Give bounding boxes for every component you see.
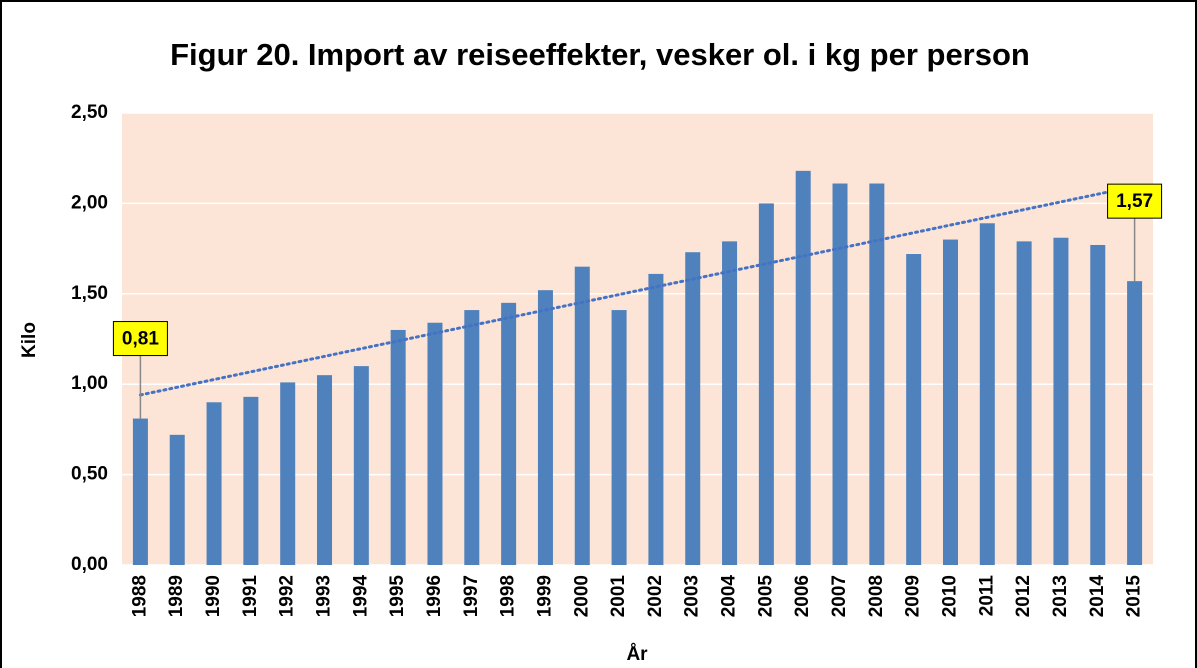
y-tick-label: 2,00 [71, 192, 108, 213]
bar [722, 241, 738, 566]
x-tick-label: 2012 [1013, 575, 1034, 617]
x-tick-label: 1990 [203, 575, 224, 617]
x-tick-label: 1991 [240, 575, 261, 618]
x-tick-label: 2000 [571, 575, 592, 617]
bar [280, 382, 296, 565]
bar [869, 183, 885, 565]
bar [979, 223, 995, 565]
x-tick-label: 2005 [755, 575, 776, 618]
y-tick-label: 0,00 [71, 554, 108, 575]
bar [390, 329, 406, 565]
plot-area [122, 113, 1153, 565]
bar [1016, 241, 1032, 566]
x-tick-label: 2010 [939, 575, 960, 617]
bar [611, 310, 627, 565]
bar [501, 302, 517, 565]
x-tick-label: 2007 [829, 575, 850, 617]
x-tick-label: 2008 [866, 575, 887, 617]
bar [243, 396, 259, 565]
bar [1127, 281, 1143, 565]
x-tick-label: 1992 [277, 575, 298, 617]
x-tick-label: 2004 [719, 575, 740, 618]
x-tick-label: 1994 [350, 575, 371, 618]
data-label-box [1107, 183, 1163, 219]
y-tick-label: 1,50 [71, 283, 108, 304]
bar [206, 402, 222, 565]
x-tick-label: 2002 [645, 575, 666, 617]
bar [942, 239, 958, 565]
y-tick-label: 0,50 [71, 464, 108, 485]
chart-title: Figur 20. Import av reiseeffekter, veske… [170, 37, 1030, 72]
bar [353, 366, 369, 565]
bar [464, 310, 480, 565]
x-tick-label: 1988 [129, 575, 150, 617]
bar [795, 170, 811, 565]
bar [906, 254, 922, 566]
bar [648, 273, 664, 565]
bar [685, 252, 701, 565]
y-tick-label: 2,50 [71, 102, 108, 123]
x-tick-label: 1997 [461, 575, 482, 617]
bar [832, 183, 848, 565]
x-tick-label: 2013 [1050, 575, 1071, 617]
x-tick-label: 1989 [166, 575, 187, 617]
x-tick-label: 2001 [608, 575, 629, 618]
bar [1090, 244, 1106, 565]
x-tick-label: 2015 [1124, 575, 1145, 618]
x-tick-label: 2011 [976, 575, 997, 617]
x-axis-title: År [626, 644, 648, 665]
x-tick-label: 1993 [314, 575, 335, 617]
bar [317, 375, 333, 565]
bar [132, 418, 148, 565]
y-tick-label: 1,00 [71, 373, 108, 394]
x-tick-label: 1998 [498, 575, 519, 617]
bar [169, 434, 185, 565]
x-tick-label: 2003 [682, 575, 703, 617]
x-tick-label: 1999 [534, 575, 555, 617]
trendline [138, 184, 1137, 397]
y-axis-title: Kilo [19, 322, 40, 358]
data-label: 0,81 [122, 329, 159, 350]
bar [537, 290, 553, 565]
bar [427, 322, 443, 565]
x-tick-label: 1996 [424, 575, 445, 617]
data-label: 1,57 [1116, 191, 1153, 212]
x-tick-label: 1995 [387, 575, 408, 618]
x-tick-label: 2014 [1087, 575, 1108, 618]
bar [758, 203, 774, 565]
bar [574, 266, 590, 565]
data-label-box [112, 321, 168, 357]
bar [1053, 237, 1069, 565]
x-tick-label: 2009 [903, 575, 924, 617]
x-tick-label: 2006 [792, 575, 813, 617]
